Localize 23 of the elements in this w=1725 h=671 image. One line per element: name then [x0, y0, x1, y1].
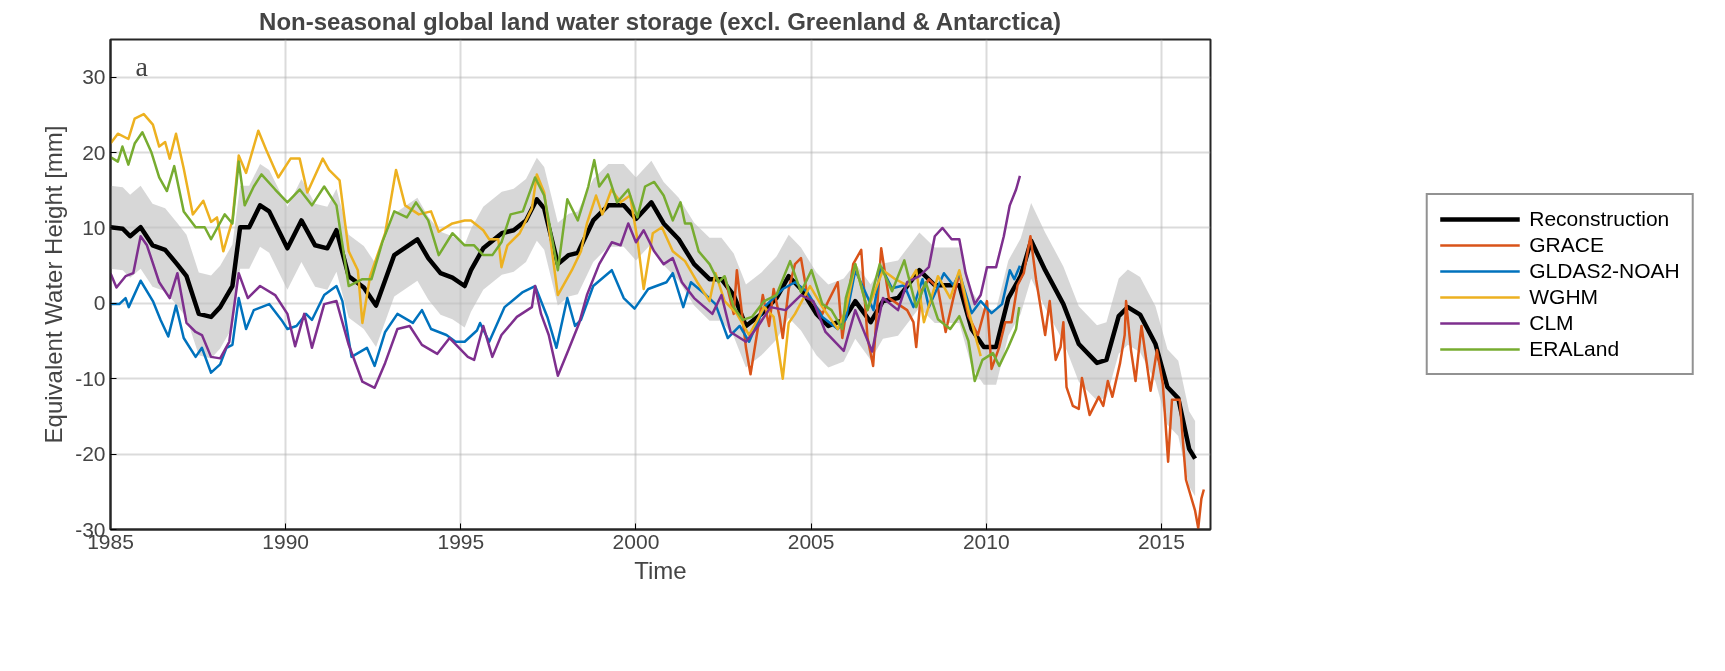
x-tick-label: 1995 [437, 529, 485, 553]
x-tick-label: 1990 [262, 529, 310, 553]
y-tick-label: 30 [82, 65, 106, 89]
legend-label: CLM [1529, 311, 1574, 335]
y-tick-label: -10 [75, 366, 106, 390]
y-tick-label: 20 [82, 140, 106, 164]
legend-label: GRACE [1529, 233, 1604, 257]
y-axis-title: Equivalent Water Height [mm] [40, 125, 68, 444]
annotation: a [135, 50, 149, 82]
chart-title: Non-seasonal global land water storage (excl. Greenland & Antarctica) [259, 7, 1062, 35]
y-tick-label: 0 [93, 291, 106, 315]
x-tick-label: 2005 [787, 529, 835, 553]
x-axis-title: Time [634, 556, 687, 584]
legend-label: WGHM [1529, 285, 1599, 309]
y-tick-label: -20 [75, 442, 106, 466]
legend-label: GLDAS2-NOAH [1529, 259, 1680, 283]
x-tick-label: 2015 [1138, 529, 1185, 553]
x-tick-label: 2000 [612, 529, 660, 553]
legend-label: Reconstruction [1529, 207, 1670, 231]
x-tick-label: 2010 [962, 529, 1010, 553]
legend-label: ERALand [1529, 337, 1620, 361]
line-series [110, 174, 1022, 390]
y-tick-label: 10 [82, 215, 106, 239]
